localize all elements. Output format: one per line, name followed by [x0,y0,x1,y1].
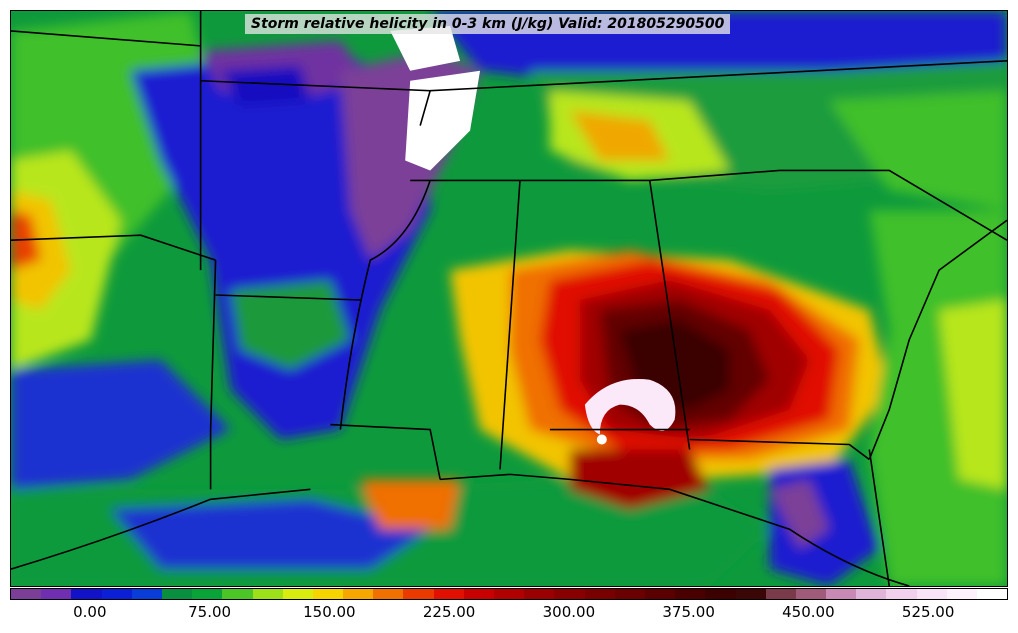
colorbar-tick-label: 300.00 [542,603,596,621]
colorbar-segment [433,589,464,599]
colorbar-segment [675,589,706,599]
colorbar-tick-label: 525.00 [901,603,955,621]
colorbar-tick-label: 0.00 [73,603,107,621]
map-title: Storm relative helicity in 0-3 km (J/kg)… [245,14,731,34]
colorbar-segment [856,589,887,599]
colorbar [10,588,1008,600]
colorbar-segment [795,589,827,599]
colorbar-segment [11,589,42,599]
colorbar-segment [916,589,947,599]
colorbar-tick-label: 450.00 [782,603,835,621]
colorbar-tick-label: 150.00 [303,603,356,621]
colorbar-segment [403,589,434,599]
colorbar-segment [41,589,72,599]
map-panel [10,10,1008,587]
colorbar-segment [946,589,977,599]
colorbar-tick-label: 75.00 [188,603,232,621]
colorbar-tick-label: 225.00 [422,603,476,621]
colorbar-segment [524,589,555,599]
colorbar-segment [101,589,132,599]
colorbar-segment [312,589,344,599]
colorbar-segment [373,589,404,599]
colorbar-segment [765,589,796,599]
colorbar-segment [584,589,615,599]
colorbar-segment [826,589,857,599]
colorbar-segment [554,589,585,599]
colorbar-segment [735,589,766,599]
colorbar-segment [131,589,162,599]
colorbar-segment [252,589,283,599]
colorbar-segment [343,589,374,599]
colorbar-ticks: 0.00 75.00 150.00 225.00 300.00 375.00 450.00 5… [10,603,1008,625]
colorbar-segment [644,589,676,599]
colorbar-segment [282,589,313,599]
helicity-field-map [11,11,1007,586]
colorbar-segment [463,589,494,599]
colorbar-segment [222,589,253,599]
colorbar-segment [71,589,102,599]
colorbar-segment [494,589,525,599]
colorbar-segment [192,589,223,599]
colorbar-segment [161,589,193,599]
colorbar-segment [886,589,917,599]
colorbar-segment [705,589,736,599]
colorbar-tick-label: 375.00 [662,603,715,621]
colorbar-segment [614,589,645,599]
colorbar-segment [977,589,1008,599]
